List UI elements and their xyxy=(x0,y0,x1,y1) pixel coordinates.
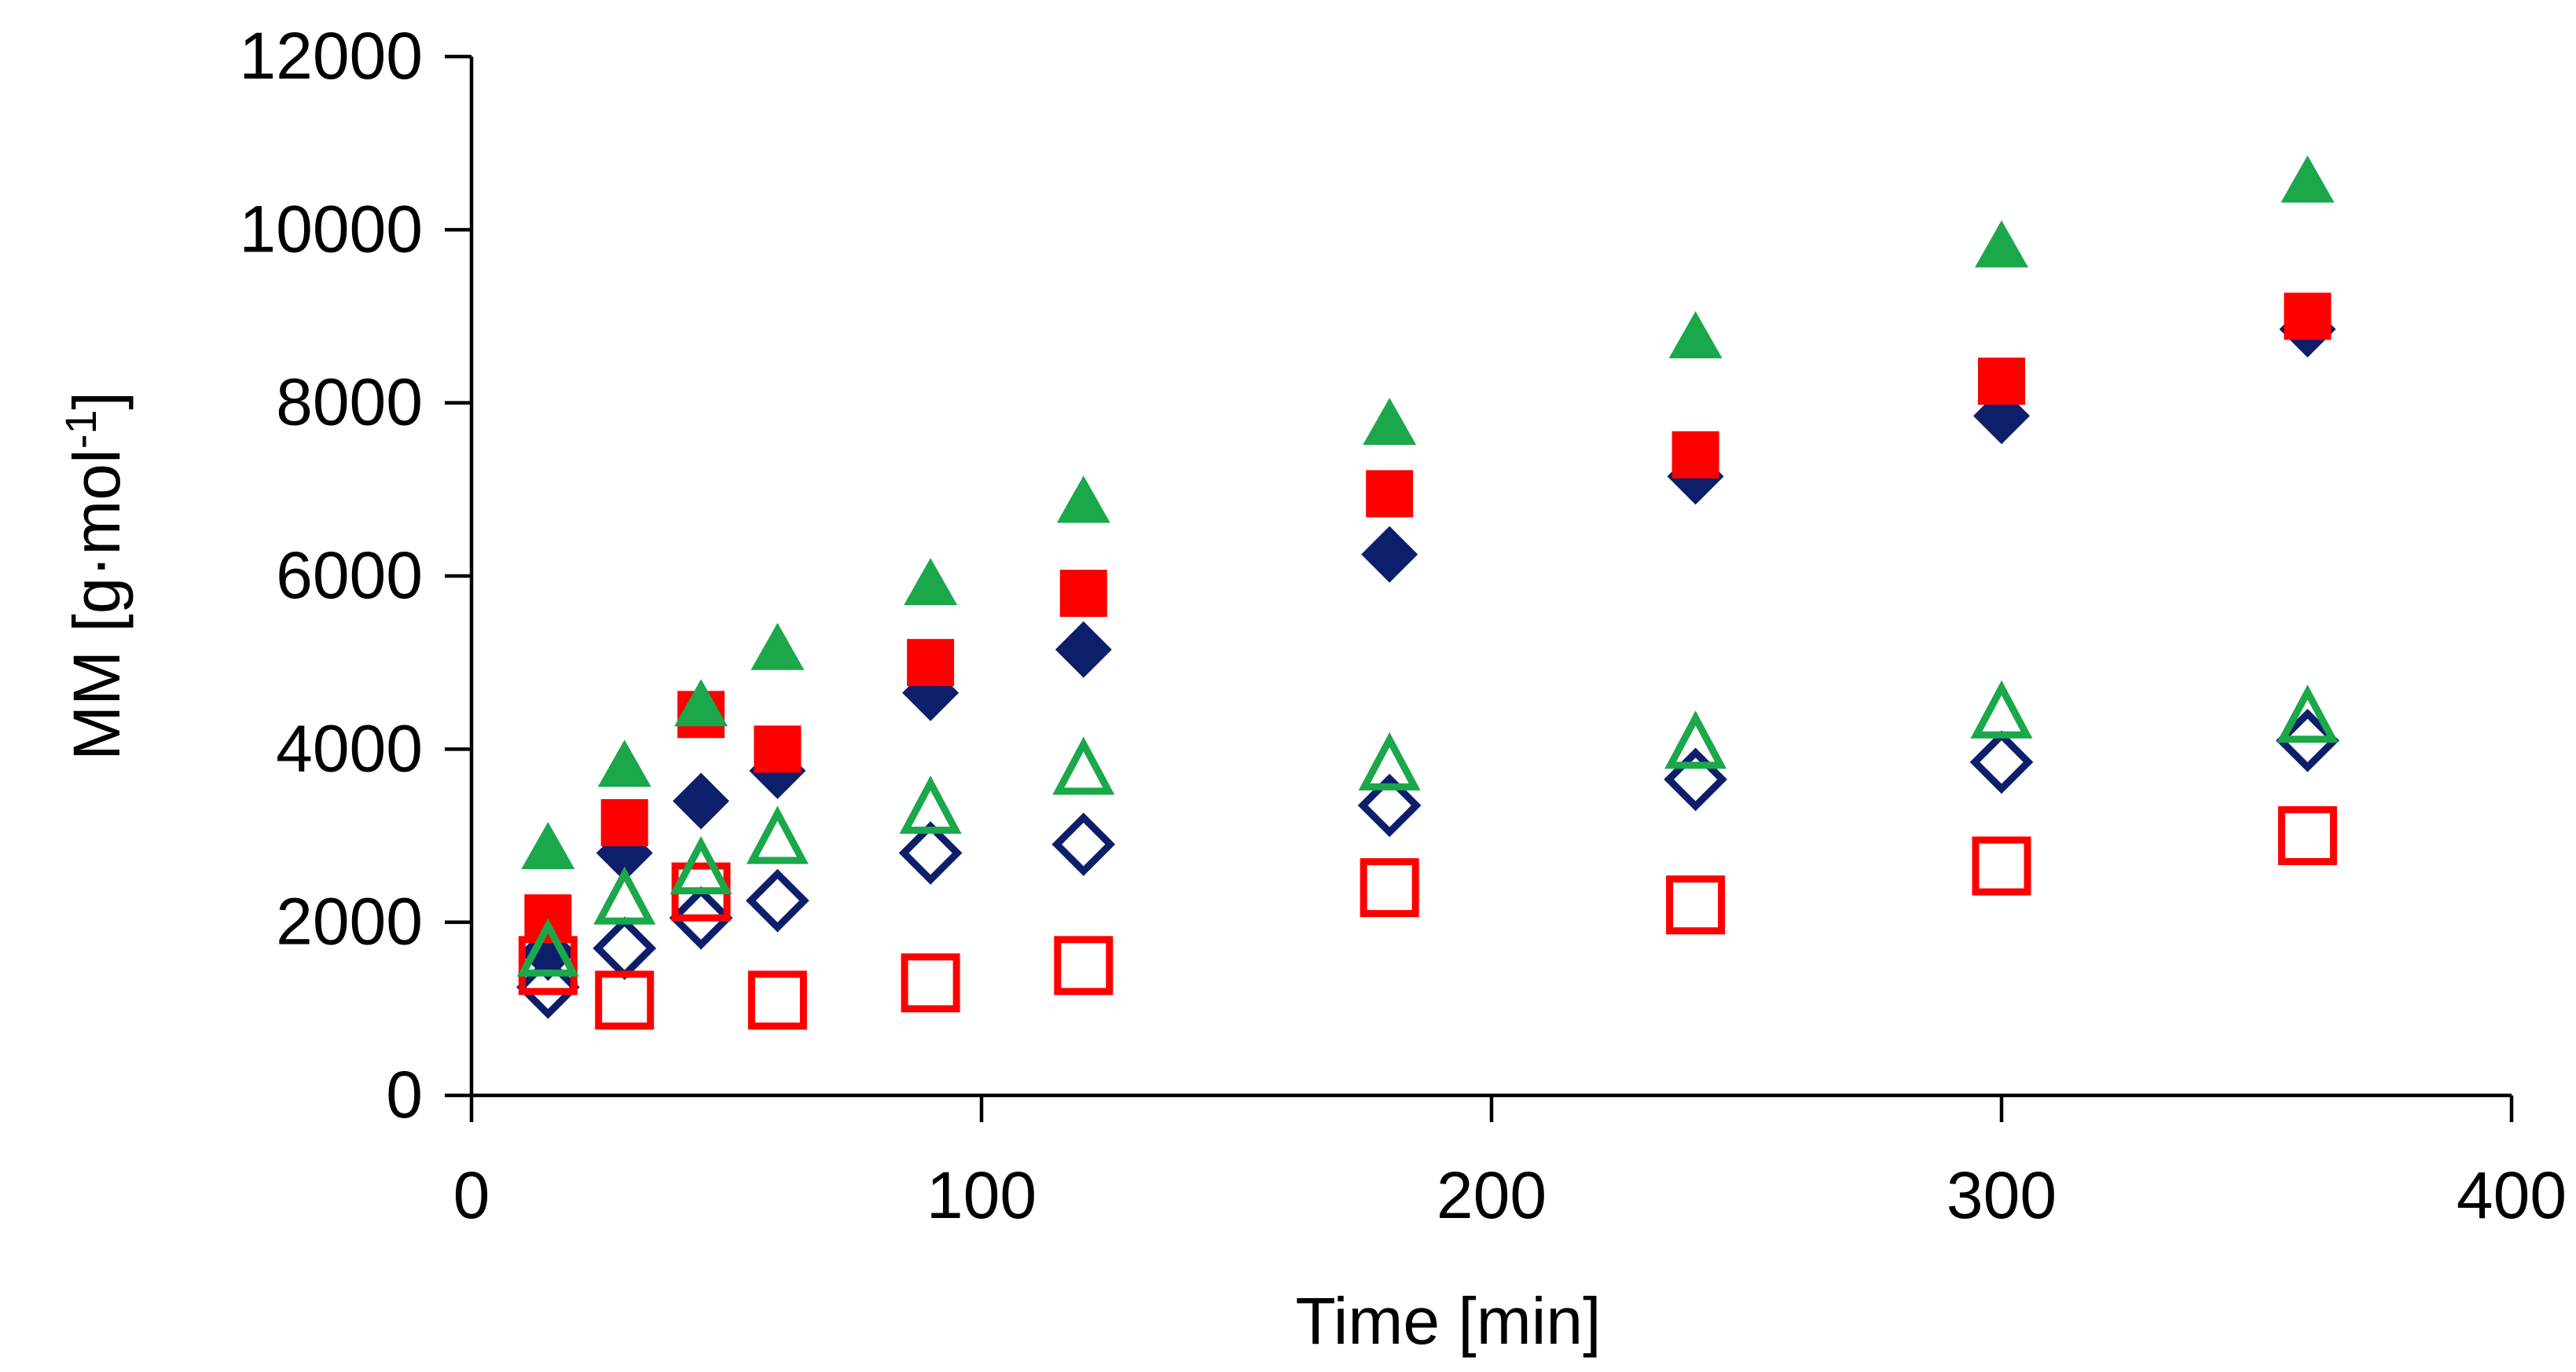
data-point xyxy=(1361,526,1418,583)
series-open-triangle-green xyxy=(516,680,2339,977)
data-point xyxy=(1975,220,2028,268)
data-point xyxy=(754,725,802,773)
x-axis-title: Time [min] xyxy=(1296,1284,1602,1358)
series-filled-square-red xyxy=(524,292,2332,942)
data-point xyxy=(1052,736,1115,795)
data-point xyxy=(899,775,962,834)
y-tick-label: 6000 xyxy=(276,538,423,612)
data-point xyxy=(524,894,572,942)
y-tick-label: 8000 xyxy=(276,365,423,439)
data-point xyxy=(1664,747,1727,812)
data-point xyxy=(2276,684,2339,743)
y-tick-label: 10000 xyxy=(239,192,423,266)
y-axis-title-bracket: ] xyxy=(60,391,134,409)
data-point xyxy=(595,970,655,1030)
x-tick-label: 400 xyxy=(2457,1158,2567,1232)
data-point xyxy=(1972,836,2031,896)
data-marks xyxy=(516,155,2339,1030)
y-axis-title-text: MM [g·mol xyxy=(60,449,134,761)
data-point xyxy=(593,866,656,925)
x-tick-label: 0 xyxy=(453,1158,490,1232)
data-point xyxy=(521,822,575,870)
data-point xyxy=(1978,358,2025,405)
data-point xyxy=(750,622,805,670)
data-point xyxy=(1366,470,1414,518)
data-point xyxy=(2277,806,2337,865)
data-point xyxy=(747,970,807,1030)
x-tick-label: 300 xyxy=(1947,1158,2057,1232)
data-point xyxy=(2281,155,2335,203)
data-point xyxy=(1671,431,1719,479)
y-tick-label: 12000 xyxy=(239,19,423,93)
data-point xyxy=(1664,710,1727,769)
x-tick-label: 100 xyxy=(927,1158,1037,1232)
data-point xyxy=(516,918,579,977)
data-point xyxy=(673,772,730,830)
data-point xyxy=(904,558,958,606)
plot-area: 0 2000 4000 6000 8000 10000 12000 0 100 200 300 400 xyxy=(239,19,2567,1232)
data-point xyxy=(1051,813,1116,876)
data-point xyxy=(2284,292,2332,340)
y-tick-label: 4000 xyxy=(276,711,423,785)
series-open-diamond-navy xyxy=(516,708,2339,1019)
data-point xyxy=(600,798,648,846)
axis-ticks: 0 2000 4000 6000 8000 10000 12000 0 100 200 300 400 xyxy=(239,19,2567,1232)
data-point xyxy=(1055,621,1112,678)
data-point xyxy=(898,821,963,885)
data-point xyxy=(746,805,809,864)
data-point xyxy=(901,953,960,1013)
data-point xyxy=(1666,875,1726,935)
data-point xyxy=(746,868,809,933)
data-point xyxy=(669,886,733,950)
data-point xyxy=(1054,936,1114,996)
data-point xyxy=(518,936,578,996)
data-point xyxy=(1360,858,1419,918)
data-point xyxy=(1357,773,1422,838)
data-point xyxy=(1059,570,1107,618)
y-tick-label: 2000 xyxy=(276,885,423,959)
data-point xyxy=(1056,475,1110,523)
data-point xyxy=(1363,398,1417,446)
data-point xyxy=(1969,730,2034,794)
series-open-square-red xyxy=(518,806,2337,1030)
y-axis-title-superscript: -1 xyxy=(56,409,105,449)
data-point xyxy=(674,679,728,727)
x-tick-label: 200 xyxy=(1437,1158,1547,1232)
data-point xyxy=(1668,311,1723,359)
data-point xyxy=(597,739,651,787)
data-point xyxy=(593,916,657,981)
series-filled-triangle-green xyxy=(521,155,2335,870)
data-point xyxy=(907,639,955,687)
data-point xyxy=(670,836,732,895)
data-point xyxy=(1970,680,2033,739)
data-point xyxy=(1358,732,1421,791)
data-point xyxy=(516,955,580,1019)
y-tick-label: 0 xyxy=(386,1058,423,1132)
series-filled-diamond-navy xyxy=(519,301,2336,981)
y-axis-title: MM [g·mol-1] xyxy=(56,391,134,761)
